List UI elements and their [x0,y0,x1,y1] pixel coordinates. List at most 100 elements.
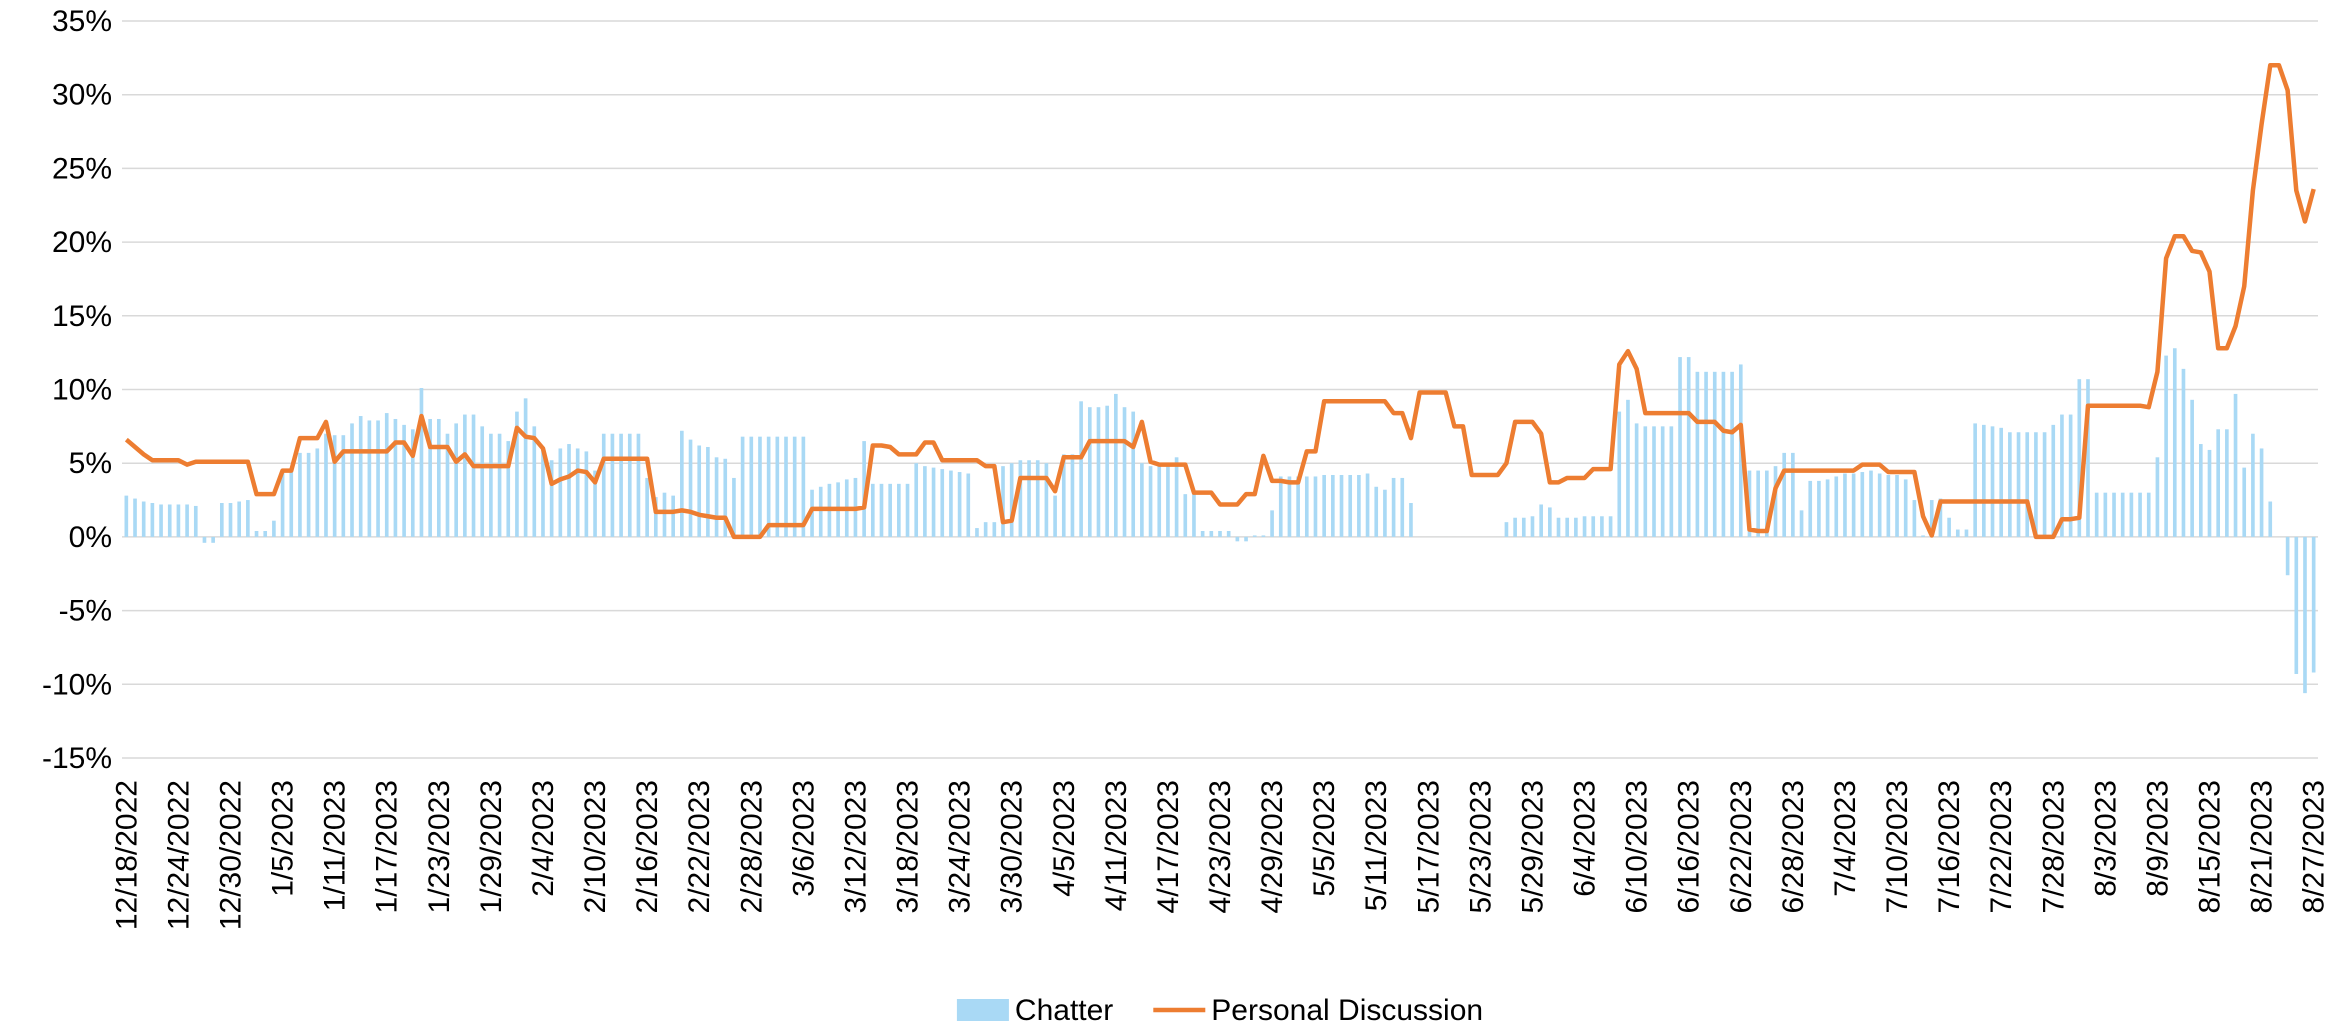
bar [141,501,146,537]
bar [159,504,163,537]
x-tick-label: 3/12/2023 [839,780,872,913]
bar [1548,507,1552,537]
bar [1982,424,1986,537]
bar [280,470,285,537]
bar [888,483,892,537]
bar [1582,516,1587,537]
bar [749,436,754,537]
bar [2233,393,2238,537]
bar [1591,516,1596,537]
bar [975,528,979,537]
line [124,62,2316,540]
x-tick-label: 6/16/2023 [1673,780,1706,913]
bar [1712,371,1717,537]
bar [1035,460,1040,537]
bar [2120,492,2125,537]
bar [150,502,155,537]
bar [211,536,215,543]
bar [1669,426,1674,537]
bar [202,536,207,543]
bar [2094,492,2099,537]
bar [358,416,363,537]
bar [1886,474,1891,537]
bar [2155,457,2160,537]
bar [1843,473,1847,537]
x-tick-label: 7/16/2023 [1933,780,1966,913]
y-tick-label: 15% [52,300,112,333]
bar [193,505,198,537]
bar [1999,427,2004,537]
bar [402,424,406,537]
bar [219,502,224,537]
bar [1756,470,1760,537]
x-tick-label: 12/18/2022 [110,780,143,930]
bar [2008,432,2012,537]
bar [1140,463,1144,537]
bar [627,433,632,537]
x-tick-label: 7/4/2023 [1829,780,1862,897]
bar [1244,536,1248,542]
bar [1990,426,1995,537]
bar [949,470,953,537]
bar [541,448,545,537]
bar [1513,517,1517,537]
bar [862,441,866,537]
y-tick-label: 10% [52,374,112,407]
bar [992,522,997,537]
bar [367,420,372,537]
x-tick-label: 7/28/2023 [2037,780,2070,913]
bar [1131,411,1136,537]
bar [1530,516,1535,537]
y-tick-label: 5% [69,447,112,480]
bar [2112,492,2116,537]
x-tick-label: 8/21/2023 [2246,780,2279,913]
bar [419,388,424,537]
bar [1834,476,1839,537]
bar [2016,432,2021,537]
y-tick-label: 20% [52,226,112,259]
bar [1044,463,1049,537]
bar [2198,444,2203,537]
bar [1027,460,1031,537]
x-tick-label: 4/11/2023 [1100,780,1133,911]
bar [1678,357,1682,537]
bar [523,398,528,537]
bar [167,504,172,537]
x-tick-label: 1/5/2023 [267,780,300,897]
bar [593,470,597,537]
bar [436,418,441,537]
bar [2216,429,2221,537]
bar [2060,414,2064,537]
legend-swatch [956,999,1009,1021]
bar [2207,449,2212,537]
x-tick-label: 4/17/2023 [1152,780,1185,913]
bar [1235,536,1240,542]
x-tick-label: 5/23/2023 [1464,780,1497,913]
bar [176,504,181,537]
bar [1539,504,1543,537]
bar [1079,401,1083,537]
bar [124,495,129,537]
bar [1331,474,1335,537]
bar [1903,479,1908,537]
bar [272,520,276,537]
bar [1192,494,1196,537]
bar [2138,492,2142,537]
bar [2164,355,2168,537]
bar [1608,516,1613,537]
bar [1391,477,1396,537]
bar [1877,473,1882,537]
bar [1365,473,1370,537]
bar [1287,476,1292,537]
x-tick-label: 12/30/2022 [214,780,247,930]
bar [463,414,467,537]
bar [1357,474,1361,537]
bar [697,445,702,537]
bar [619,433,623,537]
bar [1921,535,1925,537]
x-tick-label: 8/27/2023 [2298,780,2331,913]
bar [1313,476,1318,537]
x-tick-label: 5/17/2023 [1412,780,1445,913]
x-tick-label: 1/17/2023 [371,780,404,913]
legend-item: Personal Discussion [1153,994,1483,1027]
